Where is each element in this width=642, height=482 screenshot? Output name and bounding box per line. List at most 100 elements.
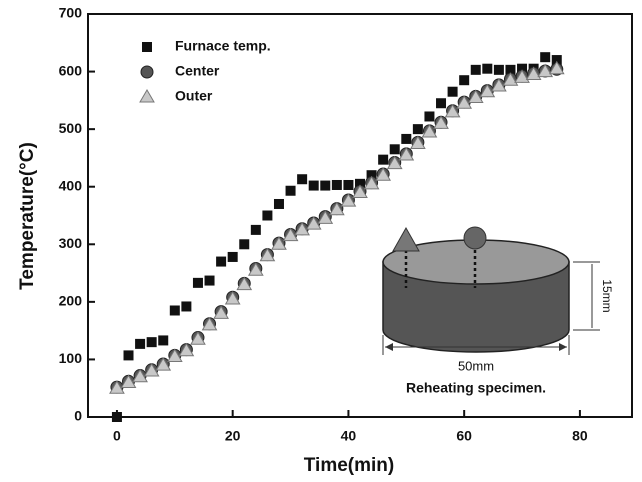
data-point (467, 89, 484, 103)
y-axis-title: Temperature(°C) (17, 142, 38, 290)
data-point (308, 180, 319, 191)
data-point (401, 133, 412, 144)
data-point (224, 290, 241, 305)
data-point (239, 239, 250, 250)
data-point (389, 144, 400, 155)
data-point (551, 55, 562, 66)
data-point (158, 335, 169, 346)
data-point (236, 276, 253, 291)
data-point (135, 338, 146, 349)
legend-label: Furnace temp. (175, 38, 271, 54)
x-axis-title: Time(min) (304, 455, 394, 476)
data-point (412, 124, 423, 135)
data-point (320, 180, 331, 191)
data-point (436, 98, 447, 109)
data-point (294, 221, 310, 236)
data-point (340, 193, 357, 207)
data-point (355, 178, 365, 189)
y-tick-label: 100 (59, 350, 83, 366)
data-point (525, 66, 542, 80)
inset-specimen (382, 226, 600, 355)
data-point (548, 60, 565, 75)
y-tick-label: 200 (59, 293, 83, 309)
data-point (155, 357, 172, 371)
data-point (352, 184, 368, 198)
data-point (378, 154, 389, 165)
data-point (250, 224, 261, 235)
data-point (482, 63, 493, 74)
data-point (297, 174, 308, 185)
y-tick-label: 300 (59, 235, 83, 251)
data-point (132, 368, 148, 383)
data-point (178, 342, 195, 357)
x-tick-label: 60 (456, 428, 472, 444)
data-point (331, 179, 342, 190)
annotation: Reheating specimen. (406, 380, 546, 396)
x-tick-label: 40 (341, 428, 357, 444)
data-point (262, 210, 273, 221)
data-point (109, 380, 125, 394)
data-point (123, 350, 134, 361)
data-point (386, 155, 403, 170)
data-point (305, 216, 322, 230)
data-point (537, 63, 554, 78)
y-tick-label: 500 (59, 120, 83, 136)
data-point (271, 236, 287, 250)
data-point (470, 64, 481, 75)
data-point (273, 198, 284, 209)
data-point (447, 86, 458, 97)
data-point (201, 316, 218, 331)
data-point (479, 83, 496, 98)
data-point (505, 64, 516, 75)
data-point (491, 77, 507, 92)
data-point (169, 305, 180, 316)
data-point (363, 175, 380, 190)
plot-frame (87, 13, 633, 418)
data-point (410, 135, 426, 150)
y-tick-label: 400 (59, 177, 83, 193)
legend-marker (140, 65, 154, 79)
data-point (433, 115, 449, 129)
data-point (444, 103, 461, 118)
legend-label: Center (175, 63, 220, 79)
y-tick-label: 0 (74, 408, 82, 424)
data-point (343, 179, 354, 190)
data-point (517, 63, 528, 74)
annotation: 15mm (600, 279, 614, 312)
data-point (227, 251, 238, 262)
data-point (143, 362, 160, 377)
x-tick-label: 80 (572, 428, 588, 444)
data-point (502, 72, 519, 86)
data-point (166, 348, 183, 363)
data-point (285, 185, 296, 196)
x-tick-label: 0 (113, 428, 121, 444)
data-point (181, 301, 192, 312)
data-point (216, 256, 227, 267)
data-point (328, 201, 345, 216)
data-point (190, 331, 206, 345)
data-point (459, 75, 470, 86)
data-point (540, 52, 551, 63)
data-point (259, 247, 276, 262)
data-point (282, 227, 299, 242)
data-point (146, 337, 157, 348)
data-point (421, 124, 438, 138)
data-point (493, 64, 504, 75)
x-tick-label: 20 (225, 428, 241, 444)
data-point (247, 262, 264, 276)
data-point (317, 210, 334, 224)
legend-label: Outer (175, 88, 213, 104)
data-point (192, 277, 203, 288)
data-point (456, 95, 473, 109)
data-point (375, 167, 392, 181)
y-tick-label: 700 (59, 5, 83, 21)
data-point (398, 147, 415, 161)
data-point (424, 111, 435, 122)
data-point (514, 69, 530, 83)
data-point (111, 412, 122, 422)
legend-marker (139, 89, 155, 103)
annotation: 50mm (458, 358, 494, 373)
data-point (213, 305, 229, 319)
y-tick-label: 600 (59, 62, 83, 78)
